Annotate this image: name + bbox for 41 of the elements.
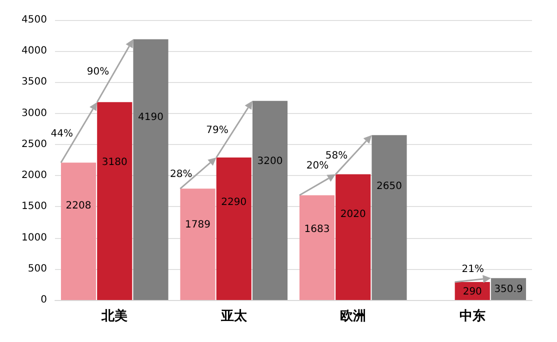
y-tick-label: 0 [40, 294, 47, 306]
y-tick-label: 4000 [22, 46, 47, 57]
y-tick-label: 4500 [22, 14, 47, 26]
annotation: 79% [206, 125, 228, 136]
bar [252, 100, 288, 300]
x-tick-label: 欧洲 [340, 309, 366, 324]
annotation: 90% [86, 66, 110, 78]
bar [372, 135, 407, 300]
data-label: 350.9 [494, 284, 523, 295]
bar [133, 39, 168, 300]
bar [60, 162, 96, 300]
annotation: 28% [170, 169, 192, 180]
y-tick-label: 3000 [22, 108, 47, 119]
annotation: 58% [325, 150, 348, 162]
data-label: 2208 [66, 200, 92, 212]
bar [216, 158, 252, 300]
y-tick-label: 3500 [22, 76, 47, 88]
bar [180, 188, 216, 300]
annotation: 21% [462, 264, 484, 276]
annotation: 44% [50, 128, 74, 140]
data-label: 1683 [304, 224, 330, 236]
annotation: 20% [306, 160, 329, 172]
bar [97, 102, 132, 300]
y-tick-label: 2500 [22, 138, 47, 150]
x-tick-label: 亚太 [220, 309, 248, 324]
data-label: 290 [462, 286, 482, 298]
data-label: 1789 [185, 219, 210, 230]
bar [299, 195, 335, 300]
y-tick-label: 2000 [22, 170, 47, 182]
data-label: 3180 [102, 157, 128, 168]
x-tick-label: 中东 [459, 308, 486, 324]
data-label: 2020 [340, 209, 366, 220]
data-label: 2650 [376, 180, 402, 192]
data-label: 2290 [221, 196, 247, 208]
x-tick-label: 北美 [100, 308, 128, 324]
data-label: 4190 [138, 112, 164, 123]
y-tick-label: 1000 [22, 232, 47, 244]
y-tick-label: 1500 [22, 201, 47, 212]
bar [336, 174, 371, 300]
y-tick-label: 500 [28, 263, 47, 274]
data-label: 3200 [257, 156, 283, 168]
